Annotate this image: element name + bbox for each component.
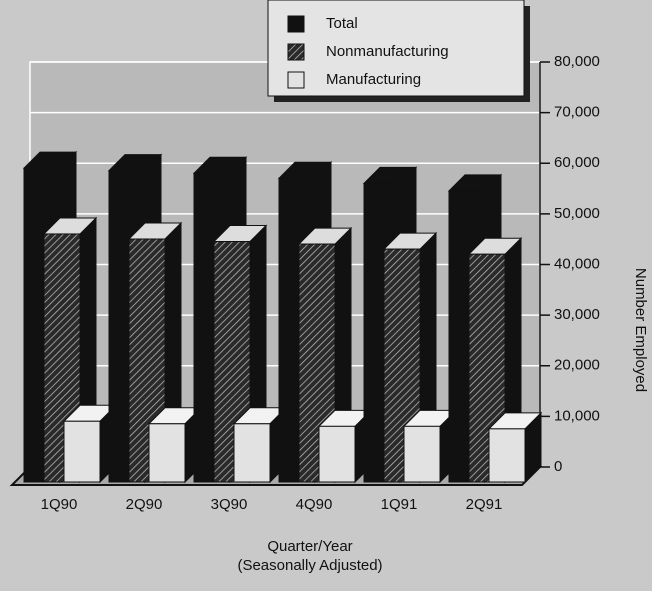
y-tick-label: 70,000	[554, 104, 600, 121]
bar-front	[488, 428, 526, 483]
legend-label: Total	[326, 15, 358, 32]
bar-front	[148, 423, 186, 483]
y-tick-label: 80,000	[554, 53, 600, 70]
x-tick-label: 3Q90	[211, 496, 248, 513]
legend-swatch	[287, 15, 305, 33]
bar	[487, 411, 543, 484]
bar-front	[318, 425, 356, 483]
bar-front	[233, 423, 271, 483]
y-tick-label: 40,000	[554, 255, 600, 272]
x-axis-title: (Seasonally Adjusted)	[237, 557, 382, 574]
x-axis-title: Quarter/Year	[267, 538, 352, 555]
x-tick-label: 1Q91	[381, 496, 418, 513]
bar-front	[298, 243, 336, 483]
y-tick-label: 30,000	[554, 306, 600, 323]
x-tick-label: 1Q90	[41, 496, 78, 513]
bar	[147, 406, 203, 484]
bar-front	[403, 425, 441, 483]
legend-label: Manufacturing	[326, 71, 421, 88]
y-tick-label: 0	[554, 458, 562, 475]
bar	[317, 409, 373, 484]
y-tick-label: 50,000	[554, 205, 600, 222]
legend-swatch	[287, 71, 305, 89]
legend-label: Nonmanufacturing	[326, 43, 449, 60]
y-tick-label: 10,000	[554, 407, 600, 424]
bar	[232, 406, 288, 484]
legend-box	[267, 0, 525, 97]
legend-swatch	[287, 43, 305, 61]
x-tick-label: 2Q90	[126, 496, 163, 513]
y-tick-label: 60,000	[554, 154, 600, 171]
bar	[62, 404, 118, 484]
x-tick-label: 2Q91	[466, 496, 503, 513]
x-tick-label: 4Q90	[296, 496, 333, 513]
y-axis-title: Number Employed	[632, 268, 649, 392]
bar-front	[63, 420, 101, 483]
legend: Total Nonmanufacturing Manufacturing	[267, 0, 530, 102]
y-tick-label: 20,000	[554, 357, 600, 374]
bar	[402, 409, 458, 484]
